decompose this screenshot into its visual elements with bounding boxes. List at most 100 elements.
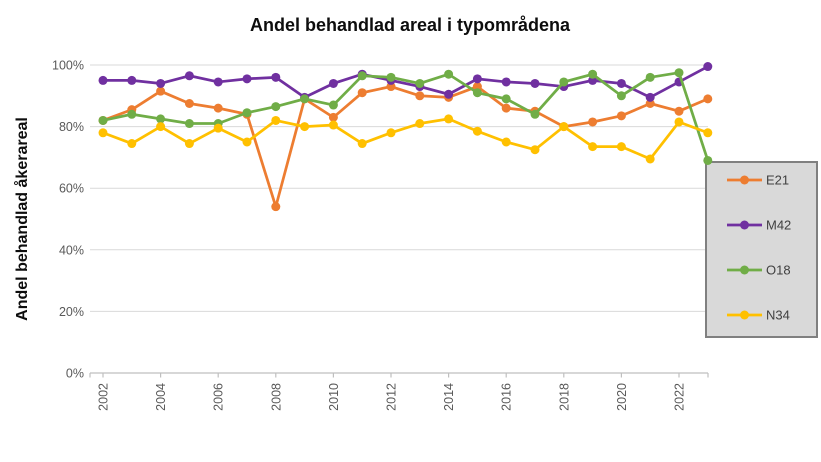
data-point-M42-2015 [472,74,482,84]
data-point-N34-2004 [156,122,166,132]
data-point-O18-2003 [127,109,137,119]
data-point-N34-2022 [674,117,684,127]
data-point-N34-2002 [98,128,108,138]
legend-label-O18: O18 [766,263,791,278]
data-point-N34-2009 [300,122,310,132]
data-point-M42-2008 [271,72,281,82]
x-tick-label: 2022 [673,383,687,411]
data-point-O18-2016 [501,94,511,104]
data-point-N34-2011 [357,139,367,149]
gridlines-group [90,64,708,312]
data-point-M42-2004 [156,78,166,88]
series-line-O18 [102,71,710,161]
x-axis-labels-group: 2002 2004 2006 2008 2010 2012 2014 2016 2018 2020… [97,383,687,411]
series-line-N34 [102,117,709,161]
data-point-N34-2005 [184,139,194,149]
data-point-O18-2019 [588,69,598,79]
data-point-E21-2019 [588,117,598,127]
data-point-E21-2016 [501,103,511,113]
legend-item-M42: M42 [727,218,791,233]
data-point-N34-2010 [328,120,338,130]
data-point-E21-2008 [271,202,281,212]
data-point-M42-2019 [588,75,598,85]
data-point-N34-2016 [501,137,511,147]
data-point-M42-2007 [242,74,252,84]
data-point-M42-2006 [213,77,223,87]
legend-item-E21: E21 [727,173,789,188]
y-tick-label: 80% [59,120,84,134]
legend-label-E21: E21 [766,173,789,188]
data-point-M42-2023 [703,62,713,72]
x-tick-label: 2014 [442,383,456,411]
data-point-M42-2021 [645,92,655,102]
data-point-O18-2014 [444,69,454,79]
series-line-E21 [102,85,709,209]
data-point-O18-2015 [472,88,482,98]
y-axis-labels-group: 0% 20% 40% 60% 80% 100% [52,59,84,381]
data-point-E21-2004 [156,86,166,96]
legend-marker-M42 [740,220,749,230]
data-point-N34-2023 [703,128,713,138]
data-point-M42-2016 [501,77,511,87]
data-point-O18-2017 [530,109,540,119]
data-point-E21-2011 [357,88,367,98]
data-point-O18-2002 [98,115,108,125]
data-point-N34-2008 [271,115,281,125]
data-point-E21-2006 [213,103,223,113]
data-point-O18-2023 [703,155,713,165]
x-tick-label: 2020 [615,383,629,411]
legend-marker-E21 [740,175,749,185]
data-point-N34-2017 [530,145,540,155]
data-point-M42-2014 [444,89,454,99]
data-point-M42-2017 [530,78,540,88]
chart-title: Andel behandlad areal i typområdena [250,15,571,35]
data-point-O18-2005 [184,119,194,129]
data-point-O18-2009 [300,94,310,104]
y-axis-title: Andel behandlad åkerareal [13,117,31,321]
x-tick-label: 2018 [557,383,571,411]
y-tick-label: 20% [59,305,84,319]
data-point-M42-2020 [616,78,626,88]
data-point-O18-2008 [271,102,281,112]
data-point-N34-2019 [588,142,598,152]
y-tick-label: 60% [59,182,84,196]
data-point-N34-2003 [127,139,137,149]
data-point-M42-2003 [127,75,137,85]
x-tick-label: 2012 [385,383,399,411]
data-point-O18-2012 [386,72,396,82]
x-tick-label: 2010 [327,383,341,411]
data-point-N34-2018 [559,122,569,132]
legend: E21 M42 O18 N34 [705,161,818,338]
data-point-E21-2023 [703,94,713,104]
data-point-E21-2015 [472,82,482,92]
data-point-O18-2010 [328,100,338,110]
data-point-N34-2020 [616,142,626,152]
data-point-M42-2002 [98,75,108,85]
legend-box [705,161,818,338]
legend-marker-O18 [740,265,749,275]
x-tick-label: 2006 [212,383,226,411]
data-point-O18-2007 [242,108,252,118]
legend-label-N34: N34 [766,308,790,323]
legend-marker-N34 [740,310,749,320]
data-point-E21-2021 [645,99,655,108]
y-tick-label: 100% [52,59,84,73]
data-point-N34-2014 [444,114,454,124]
data-point-E21-2013 [415,91,425,101]
data-point-E21-2005 [184,99,194,108]
series-group [98,62,713,212]
y-tick-label: 0% [66,367,84,381]
y-tick-label: 40% [59,243,84,257]
data-point-N34-2013 [415,119,425,129]
data-point-E21-2020 [616,111,626,121]
data-point-O18-2022 [674,68,684,78]
x-tick-label: 2004 [154,383,168,411]
x-tick-label: 2002 [97,383,111,411]
data-point-N34-2015 [472,126,482,136]
data-point-N34-2006 [213,123,223,133]
data-point-N34-2007 [242,137,252,147]
data-point-O18-2020 [616,91,626,101]
data-point-O18-2021 [645,72,655,82]
